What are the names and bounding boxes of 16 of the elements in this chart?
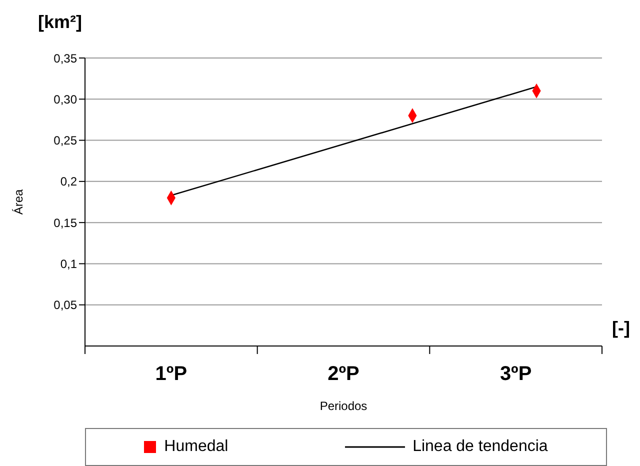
x-tick-label: 3ºP [500,363,532,385]
y-tick-label: 0,2 [60,174,78,189]
x-axis-title: Periodos [320,399,368,413]
x-tick-label: 1ºP [155,363,188,385]
y-tick-label: 0,15 [54,216,78,230]
x-tick-label: 2ºP [328,363,360,385]
y-tick-label: 0,1 [60,256,78,271]
y-tick-label: 0,25 [54,134,78,148]
legend-label: Linea de tendencia [412,438,548,456]
y-axis-title: Área [11,189,26,215]
text: [km²] [38,12,82,33]
legend-label: Humedal [164,438,228,456]
y-tick-label: 0,30 [54,92,78,106]
y-tick-label: 0,35 [54,51,78,66]
text: [-] [612,318,630,339]
y-tick-label: 0,05 [54,298,78,312]
